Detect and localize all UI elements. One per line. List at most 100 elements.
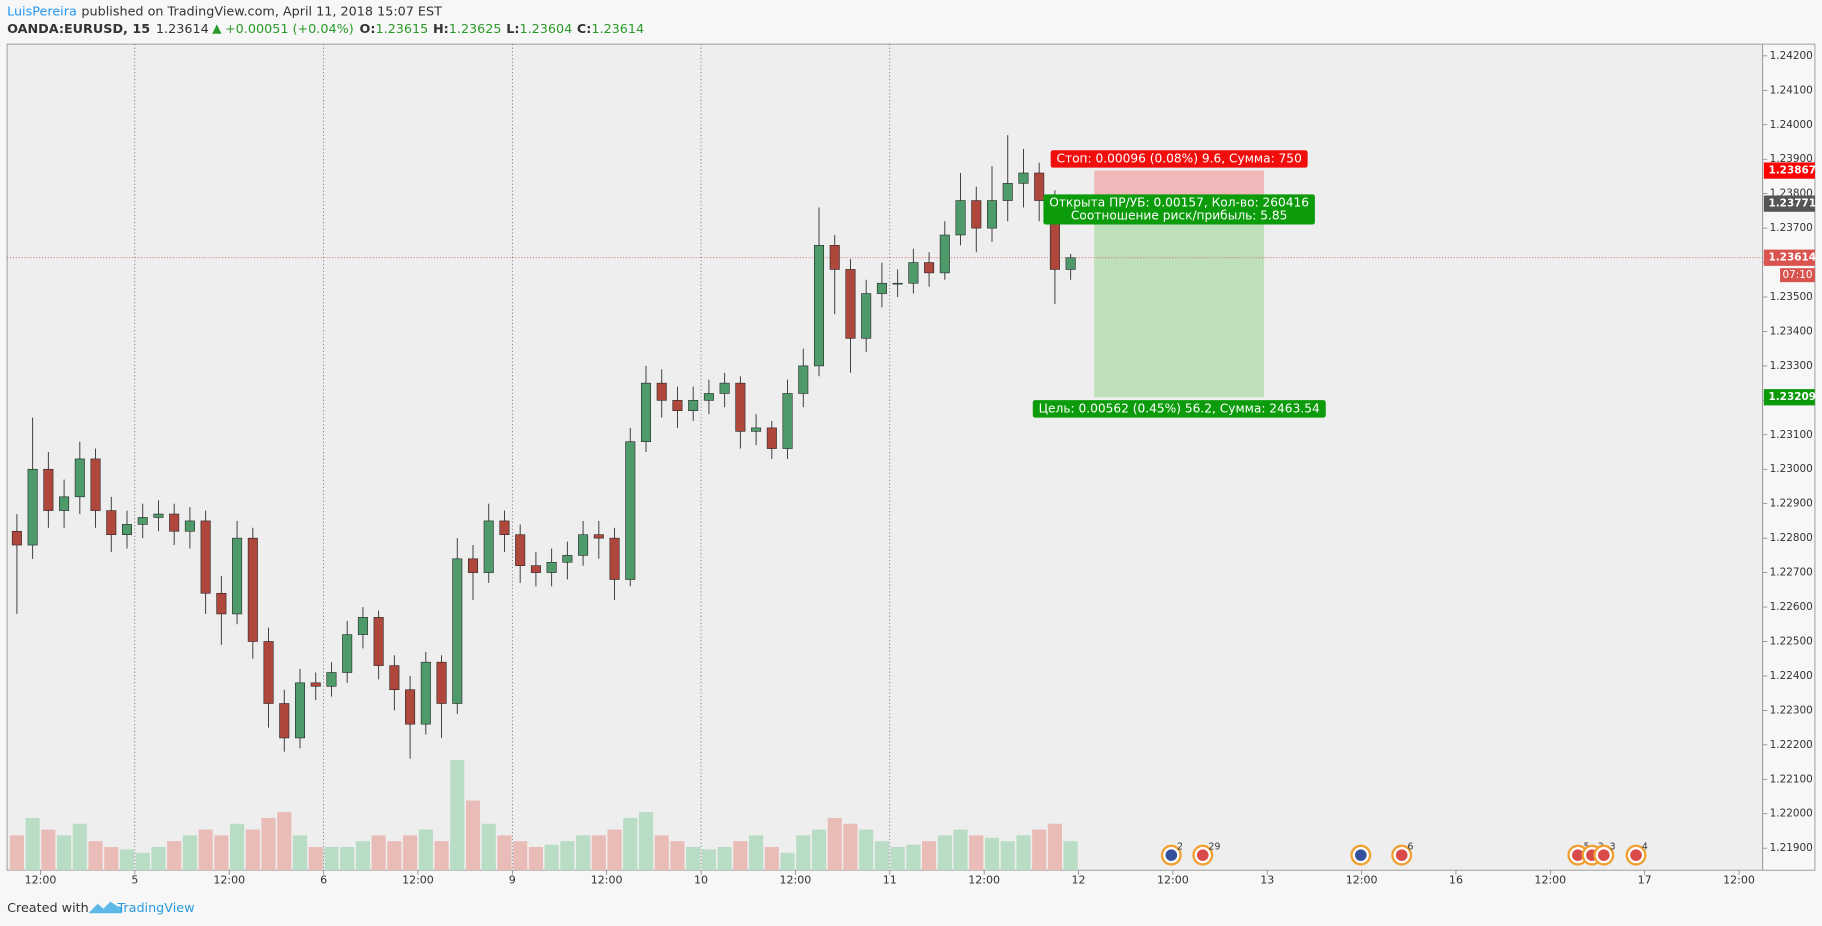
price-tag-label: 1.23771 (1768, 198, 1816, 210)
volume-bar (481, 823, 496, 871)
volume-bar (701, 849, 716, 871)
stop-label: Стоп: 0.00096 (0.08%) 9.6, Сумма: 750 (1050, 150, 1308, 168)
entry-label-text: Открыта ПР/УБ: 0.00157, Кол-во: 260416 (1049, 196, 1309, 210)
candle-body (420, 661, 431, 725)
candle-body (656, 382, 667, 401)
plot-area (6, 43, 1764, 871)
volume-bar (465, 800, 481, 871)
ohlc-label: H: (433, 22, 449, 37)
entry-label-text: Соотношение риск/прибыль: 5.85 (1071, 208, 1288, 222)
y-tick-label: 1.22100 (1770, 773, 1813, 785)
candle-body (294, 682, 306, 739)
volume-bar (1032, 829, 1047, 871)
target-zone (1094, 203, 1265, 398)
candle-body (766, 427, 777, 449)
volume-bar (450, 759, 465, 871)
volume-bar (811, 829, 827, 871)
volume-bar (874, 841, 889, 871)
candle-body (326, 672, 337, 687)
candle-body (530, 565, 541, 573)
x-tick-label: 12:00 (591, 874, 623, 887)
author[interactable]: LuisPereira (7, 4, 77, 19)
candle-body (90, 458, 101, 511)
y-tick-label: 1.23100 (1770, 429, 1813, 441)
volume-bar (324, 846, 339, 871)
candle-body (688, 400, 699, 411)
candle-body (955, 200, 966, 236)
candle-body (11, 530, 22, 546)
candle-body (279, 703, 290, 739)
candle-body (640, 382, 652, 442)
volume-bar (764, 846, 779, 871)
plot: 1.21900 1.22000 1.22100 1.22200 1.22300 1.224… (7, 44, 1816, 887)
entry-label-box (1043, 194, 1315, 225)
candle-body (971, 200, 982, 229)
x-tick-label: 12:00 (968, 874, 1000, 887)
candle-body (672, 400, 683, 411)
target-label-box (1032, 400, 1326, 418)
volume-bar (182, 835, 197, 871)
volume-bar (607, 829, 622, 871)
volume-bar (922, 841, 937, 871)
volume-bar (591, 835, 606, 871)
candle-body (546, 561, 557, 573)
candle-body (310, 682, 321, 687)
y-tick-label: 1.23900 (1770, 153, 1813, 165)
volume-bar (41, 829, 56, 871)
up-arrow (212, 24, 222, 34)
volume-bar (1047, 823, 1062, 871)
volume-bar (340, 846, 355, 871)
candle-body (153, 513, 164, 518)
volume-bar (937, 835, 952, 871)
y-tick-label: 1.22700 (1770, 567, 1813, 579)
footer-brand[interactable]: TradingView (116, 901, 194, 916)
candle-body (782, 393, 793, 449)
candle-body (1034, 172, 1045, 201)
candle-body (876, 282, 887, 294)
volume-bar (371, 835, 386, 871)
x-tick-label: 12:00 (402, 874, 434, 887)
event-flag (1196, 849, 1209, 861)
volume-bar (623, 817, 638, 871)
published: published on TradingView.com, April 11, … (81, 4, 442, 19)
x-tick-label: 12:00 (25, 874, 57, 887)
x-tick-label: 16 (1449, 874, 1463, 887)
candle-body (892, 282, 903, 285)
y-tick-label: 1.21900 (1770, 842, 1813, 854)
countdown: 07:10 (1782, 269, 1812, 281)
ohlc-label: C: (577, 22, 591, 37)
price-tag-label: 1.23614 (1768, 252, 1816, 264)
symbol-line: OANDA:EURUSD, 15 1.23614 +0.00051 (+0.04%)… (7, 22, 644, 37)
event-flag (1354, 849, 1367, 861)
x-tick-label: 12:00 (780, 874, 812, 887)
volume-bar (576, 835, 591, 871)
symbol: OANDA:EURUSD, 15 (7, 22, 150, 37)
candle-body (578, 534, 589, 556)
y-tick-label: 1.23300 (1770, 360, 1813, 372)
candle-body (562, 555, 573, 563)
event-flag (1165, 849, 1178, 861)
y-tick-label: 1.23000 (1770, 463, 1813, 475)
volume-bar (9, 835, 24, 871)
y-tick-label: 1.22400 (1770, 670, 1813, 682)
target-label-text: Цель: 0.00562 (0.45%) 56.2, Сумма: 2463.… (1039, 401, 1320, 415)
volume-bar (749, 835, 764, 871)
volume-bar (984, 837, 1000, 871)
entry-label: Открыта ПР/УБ: 0.00157, Кол-во: 260416Со… (1043, 194, 1315, 225)
volume-bar (890, 846, 905, 871)
ohlc-label: O: (360, 22, 376, 37)
volume-bar (906, 844, 921, 871)
candle-body (798, 365, 809, 394)
y-tick-label: 1.22500 (1770, 635, 1813, 647)
volume-bar (717, 846, 732, 871)
event-count: 6 (1408, 841, 1414, 852)
x-tick-label: 10 (694, 874, 708, 887)
event-count: 2 (1177, 841, 1183, 852)
target-label: Цель: 0.00562 (0.45%) 56.2, Сумма: 2463.… (1032, 400, 1326, 418)
volume-bar (104, 846, 119, 871)
candle-body (169, 513, 180, 532)
y-tick-label: 1.22800 (1770, 532, 1813, 544)
y-tick-label: 1.24200 (1770, 50, 1813, 62)
stop-label-box (1050, 150, 1308, 168)
ohlc-value: 1.23604 (519, 22, 572, 37)
